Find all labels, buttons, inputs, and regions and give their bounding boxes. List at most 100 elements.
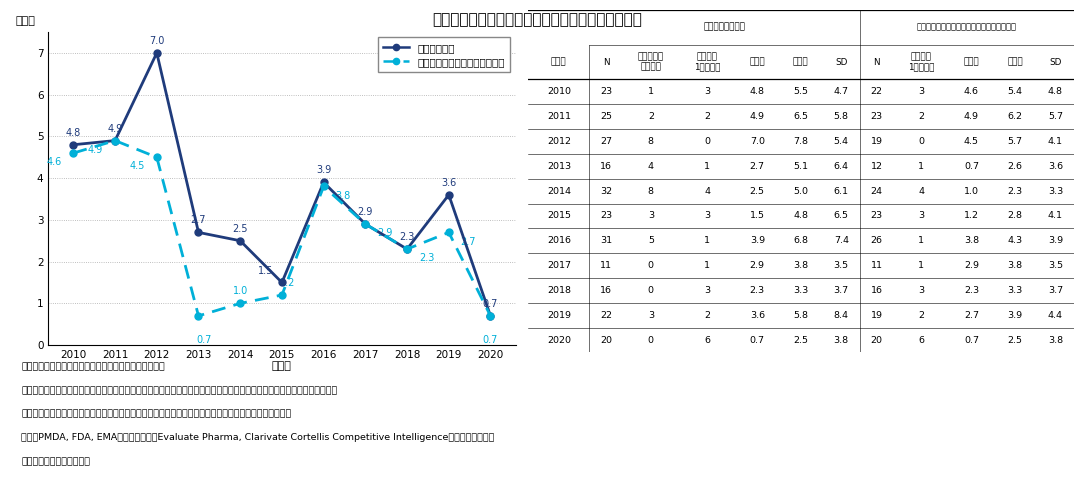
Text: 日本上市
1位品目数: 日本上市 1位品目数 [909, 53, 934, 71]
Text: 5.1: 5.1 [794, 162, 809, 171]
Text: SD: SD [836, 58, 847, 67]
Text: 承認年: 承認年 [551, 58, 567, 67]
Text: N: N [873, 58, 880, 67]
Text: 6: 6 [705, 336, 710, 345]
Text: 3.6: 3.6 [441, 178, 456, 188]
Text: 3.5: 3.5 [833, 261, 848, 270]
Text: 0.7: 0.7 [964, 336, 978, 345]
Text: 7.0: 7.0 [149, 36, 164, 46]
Text: 1: 1 [705, 261, 710, 270]
Text: 2014: 2014 [547, 187, 571, 196]
Text: 0: 0 [648, 286, 654, 295]
Text: 3.5: 3.5 [1048, 261, 1063, 270]
Text: 4.9: 4.9 [964, 112, 978, 121]
Text: 4.7: 4.7 [833, 87, 848, 96]
Text: 4.9: 4.9 [107, 124, 122, 134]
Text: 3.9: 3.9 [750, 236, 765, 245]
Text: 3.7: 3.7 [833, 286, 848, 295]
Text: 6.2: 6.2 [1007, 112, 1022, 121]
Text: 5.4: 5.4 [1007, 87, 1022, 96]
Text: 5.4: 5.4 [833, 137, 848, 146]
Text: 図３　バイオ医薬品以外の上市時期の差（年）推移: 図３ バイオ医薬品以外の上市時期の差（年）推移 [432, 12, 642, 27]
Text: 3: 3 [918, 286, 925, 295]
Text: 2.5: 2.5 [1007, 336, 1022, 345]
Text: 平均値: 平均値 [1007, 58, 1022, 67]
Text: 26: 26 [871, 236, 883, 245]
Text: 3: 3 [648, 311, 654, 320]
Text: 3.8: 3.8 [794, 261, 809, 270]
Text: 3: 3 [918, 211, 925, 220]
Text: 2.9: 2.9 [358, 207, 373, 217]
Text: 31: 31 [600, 236, 612, 245]
Text: 11: 11 [871, 261, 883, 270]
Text: 0: 0 [648, 336, 654, 345]
Text: 3.8: 3.8 [1007, 261, 1022, 270]
Text: 2.3: 2.3 [400, 232, 415, 242]
Text: 3.8: 3.8 [1048, 336, 1063, 345]
Text: 2013: 2013 [547, 162, 571, 171]
Text: 5.7: 5.7 [1007, 137, 1022, 146]
Text: 6.5: 6.5 [833, 211, 848, 220]
Text: 1: 1 [918, 162, 925, 171]
Text: SD: SD [1049, 58, 1061, 67]
Text: 3.8: 3.8 [833, 336, 848, 345]
Text: 7.8: 7.8 [794, 137, 809, 146]
Text: 2.5: 2.5 [794, 336, 809, 345]
Text: 5.8: 5.8 [833, 112, 848, 121]
Text: 政策研究所にて作成: 政策研究所にて作成 [21, 457, 90, 466]
Text: 2.7: 2.7 [461, 237, 476, 246]
Text: （年）: （年） [16, 16, 35, 26]
Text: 23: 23 [600, 211, 612, 220]
Text: 4.8: 4.8 [794, 211, 809, 220]
Text: 6.4: 6.4 [833, 162, 848, 171]
Text: 3: 3 [648, 211, 654, 220]
Text: 1.0: 1.0 [233, 286, 248, 296]
Text: 4.3: 4.3 [1007, 236, 1022, 245]
Text: 4.8: 4.8 [1048, 87, 1063, 96]
Text: 7.4: 7.4 [833, 236, 848, 245]
Text: 4.5: 4.5 [130, 161, 145, 172]
Text: 4.1: 4.1 [1048, 137, 1063, 146]
Text: 2020: 2020 [547, 336, 571, 345]
Text: 3: 3 [705, 211, 710, 220]
Text: 6: 6 [918, 336, 925, 345]
Text: 3.9: 3.9 [1007, 311, 1022, 320]
Text: 開発公募・
要請品数: 開発公募・ 要請品数 [638, 53, 664, 71]
Text: 2: 2 [705, 112, 710, 121]
Text: 11: 11 [600, 261, 612, 270]
Text: 2.3: 2.3 [750, 286, 765, 295]
Text: 2012: 2012 [547, 137, 571, 146]
Text: 4.6: 4.6 [46, 157, 61, 167]
Text: 2010: 2010 [547, 87, 571, 96]
Text: 2.8: 2.8 [1007, 211, 1022, 220]
Text: 23: 23 [600, 87, 612, 96]
Text: 2018: 2018 [547, 286, 571, 295]
Text: 1: 1 [918, 261, 925, 270]
Text: 4.5: 4.5 [964, 137, 978, 146]
Text: 4.8: 4.8 [750, 87, 765, 96]
Text: 2: 2 [648, 112, 654, 121]
Text: 5: 5 [648, 236, 654, 245]
Text: 2015: 2015 [547, 211, 571, 220]
Text: 3.8: 3.8 [963, 236, 979, 245]
Text: 3.3: 3.3 [1048, 187, 1063, 196]
Text: 0: 0 [648, 261, 654, 270]
Text: 中央値: 中央値 [750, 58, 765, 67]
Text: 23: 23 [870, 211, 883, 220]
Text: 3.9: 3.9 [1048, 236, 1063, 245]
Text: 2: 2 [918, 311, 925, 320]
Text: 3: 3 [705, 87, 710, 96]
Text: 1.5: 1.5 [750, 211, 765, 220]
Text: 2.7: 2.7 [964, 311, 978, 320]
Text: 3: 3 [918, 87, 925, 96]
Text: 5.5: 5.5 [794, 87, 809, 96]
Text: 5.7: 5.7 [1048, 112, 1063, 121]
Text: 24: 24 [871, 187, 883, 196]
Text: 2.6: 2.6 [1007, 162, 1022, 171]
Text: 6.5: 6.5 [794, 112, 809, 121]
Text: 0.7: 0.7 [483, 335, 498, 345]
Text: 1: 1 [918, 236, 925, 245]
Text: 3: 3 [705, 286, 710, 295]
Text: 2017: 2017 [547, 261, 571, 270]
Text: 20: 20 [871, 336, 883, 345]
